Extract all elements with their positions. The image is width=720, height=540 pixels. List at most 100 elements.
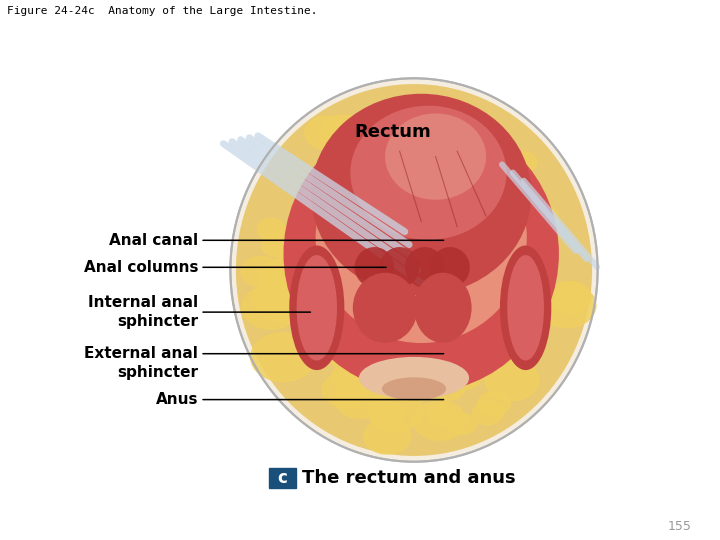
Ellipse shape [351,106,506,240]
Circle shape [320,115,371,153]
Circle shape [392,248,427,274]
Circle shape [478,392,510,416]
Circle shape [473,237,526,276]
Circle shape [508,292,536,313]
Circle shape [350,280,377,300]
Text: Anal columns: Anal columns [84,260,198,275]
Ellipse shape [405,247,444,287]
Circle shape [410,265,456,300]
Circle shape [359,175,414,216]
Circle shape [462,250,505,283]
Circle shape [377,249,441,298]
Circle shape [412,145,443,169]
Circle shape [469,233,526,275]
FancyBboxPatch shape [269,468,296,488]
Circle shape [273,248,330,292]
Circle shape [413,224,468,266]
Text: External anal: External anal [84,346,198,361]
Circle shape [402,114,447,148]
Circle shape [473,291,499,310]
Circle shape [420,272,463,305]
Circle shape [449,414,476,434]
Circle shape [336,280,401,328]
Circle shape [426,181,455,204]
Circle shape [405,123,436,146]
Circle shape [392,249,423,274]
Text: Figure 24-24c  Anatomy of the Large Intestine.: Figure 24-24c Anatomy of the Large Intes… [7,6,318,17]
Circle shape [414,401,466,440]
Circle shape [261,233,292,256]
Circle shape [399,259,428,281]
Circle shape [259,261,294,288]
Circle shape [445,138,487,170]
Circle shape [379,219,440,264]
Circle shape [386,344,446,390]
Circle shape [372,253,411,282]
Circle shape [372,368,404,392]
Text: sphincter: sphincter [117,365,198,380]
Circle shape [368,389,423,431]
Text: sphincter: sphincter [117,314,198,329]
Circle shape [387,248,425,276]
Circle shape [416,173,457,204]
Ellipse shape [382,377,446,400]
Circle shape [426,265,474,300]
Ellipse shape [507,255,544,361]
Circle shape [385,246,444,290]
Circle shape [389,266,428,296]
Text: Anus: Anus [156,392,198,407]
Circle shape [472,402,503,425]
Circle shape [417,320,466,356]
Circle shape [335,380,385,418]
Circle shape [468,316,495,336]
Circle shape [328,333,384,374]
Circle shape [376,248,438,295]
Circle shape [399,251,436,279]
Circle shape [323,210,378,252]
Ellipse shape [289,246,344,370]
Circle shape [431,99,469,127]
Circle shape [342,264,397,305]
Circle shape [370,317,431,363]
Circle shape [371,401,403,426]
Circle shape [405,258,451,292]
Circle shape [359,222,420,268]
Ellipse shape [385,113,486,200]
Circle shape [323,372,369,408]
Circle shape [297,204,343,239]
Circle shape [464,272,496,296]
Circle shape [431,349,486,390]
Text: Rectum: Rectum [354,123,431,141]
Circle shape [257,219,285,240]
Circle shape [440,345,477,373]
Circle shape [332,366,362,388]
Circle shape [429,404,456,425]
Circle shape [383,267,441,310]
Circle shape [361,161,396,188]
Circle shape [359,307,402,340]
Text: Internal anal: Internal anal [88,295,198,310]
Circle shape [388,265,428,295]
Circle shape [365,237,411,272]
Circle shape [454,284,510,326]
Circle shape [386,269,449,316]
Ellipse shape [353,273,418,343]
Circle shape [393,253,442,291]
Ellipse shape [297,255,337,361]
Circle shape [424,287,469,320]
Ellipse shape [315,132,527,343]
Circle shape [473,219,523,256]
Circle shape [242,286,300,329]
Circle shape [413,248,444,272]
Circle shape [315,154,361,189]
Circle shape [354,305,410,347]
Circle shape [336,261,390,302]
Ellipse shape [311,94,531,295]
Circle shape [343,202,403,247]
Text: The rectum and anus: The rectum and anus [302,469,516,487]
Ellipse shape [430,247,469,287]
Circle shape [253,274,317,322]
Circle shape [451,326,511,371]
Circle shape [364,419,410,454]
Circle shape [423,307,484,352]
